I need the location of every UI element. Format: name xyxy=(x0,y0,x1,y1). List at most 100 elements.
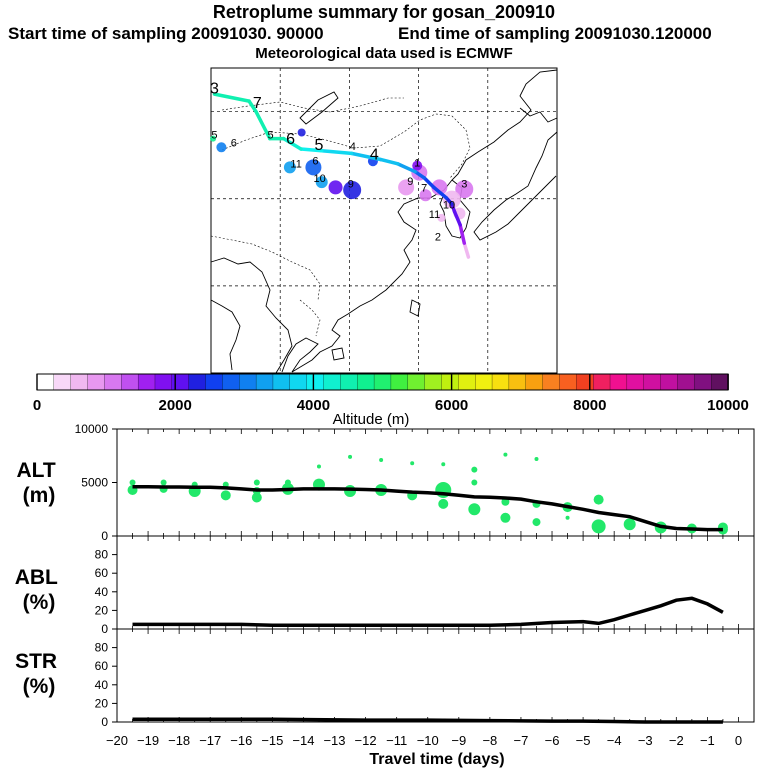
time-x-tick-label: −9 xyxy=(451,733,466,748)
colorbar-swatch xyxy=(53,373,72,391)
trajectory-segment xyxy=(452,210,462,227)
colorbar-ticks: 0 2000 4000 6000 8000 10000 xyxy=(33,374,749,414)
alt-particle-mark xyxy=(348,454,353,459)
colorbar-swatch xyxy=(525,373,544,391)
time-x-tick-label: −7 xyxy=(514,733,529,748)
alt-particle-mark xyxy=(623,518,636,531)
alt-particle-mark xyxy=(379,458,384,463)
time-x-axis-label: Travel time (days) xyxy=(369,751,504,768)
colorbar-swatch xyxy=(424,373,443,391)
trajectory-day-label: 6 xyxy=(231,137,237,149)
colorbar-tick-label: 2000 xyxy=(159,397,192,414)
colorbar-swatch xyxy=(542,373,561,391)
colorbar-swatch xyxy=(154,373,173,391)
plume-cluster xyxy=(455,180,474,199)
abl-y-tick-label: 60 xyxy=(95,566,109,580)
trajectory-day-label: 9 xyxy=(407,176,413,188)
abl-y-tick-label: 20 xyxy=(95,603,109,617)
abl-panel-title-line2: (%) xyxy=(23,591,56,614)
colorbar-tick-label: 8000 xyxy=(573,397,606,414)
alt-y-tick-label: 0 xyxy=(101,529,108,543)
trajectory-day-label: 11 xyxy=(429,209,440,221)
colorbar-swatch xyxy=(222,373,240,391)
alt-panel-title-line1: ALT xyxy=(16,459,55,482)
trajectory-day-label: 7 xyxy=(253,95,262,112)
str-panel: 0 20 40 60 80 STR (%) xyxy=(15,628,755,729)
trajectory-segment xyxy=(281,136,303,151)
plume-cluster xyxy=(437,213,446,222)
border-himalaya xyxy=(210,235,321,301)
abl-panel: 0 20 40 60 80 ABL (%) xyxy=(15,535,755,636)
alt-particle-mark xyxy=(253,479,260,486)
time-x-tick-label: −11 xyxy=(386,733,407,748)
alt-particle-mark xyxy=(251,492,262,503)
colorbar-swatch xyxy=(323,373,342,391)
coastlines xyxy=(210,69,558,374)
str-y-axis: 0 20 40 60 80 xyxy=(95,629,739,729)
alt-y-tick-label: 5000 xyxy=(81,476,108,490)
str-panel-title-line1: STR xyxy=(15,650,57,673)
trajectory-segment xyxy=(432,185,449,200)
coastline-taiwan xyxy=(409,299,421,317)
figure-title: Retroplume summary for gosan_200910 xyxy=(212,2,556,22)
trajectory-segment xyxy=(413,169,426,180)
colorbar-swatch xyxy=(121,373,139,391)
alt-panel: 0 5000 10000 ALT (m) xyxy=(16,422,755,543)
plume-cluster xyxy=(412,160,423,171)
alt-panel-frame xyxy=(116,428,755,537)
trajectory-day-label: 5 xyxy=(314,137,323,154)
end-time-label: End time of sampling 20091030.120000 xyxy=(398,24,712,43)
coastline-indochina xyxy=(281,337,319,373)
time-x-tick-label: −15 xyxy=(261,733,283,748)
trajectory-segment xyxy=(319,149,354,156)
str-mean-line xyxy=(132,717,723,724)
alt-particle-mark xyxy=(410,461,415,466)
trajectory-day-label: 10 xyxy=(443,199,455,211)
str-panel-frame xyxy=(116,628,755,723)
alt-particle-mark xyxy=(532,518,541,527)
plume-cluster xyxy=(398,179,415,196)
colorbar-tick-label: 10000 xyxy=(707,397,749,414)
border-indochina xyxy=(299,299,321,337)
coastline-japan xyxy=(473,131,558,241)
border-china-mongolia xyxy=(221,113,471,179)
trajectory-segment xyxy=(299,147,324,153)
time-x-tick-label: −8 xyxy=(482,733,497,748)
colorbar-swatch xyxy=(710,373,729,391)
abl-panel-frame xyxy=(116,535,755,630)
colorbar-swatch xyxy=(171,373,190,391)
trajectory-segment xyxy=(247,99,258,114)
colorbar-swatch xyxy=(306,373,325,391)
colorbar-swatch xyxy=(694,373,712,391)
country-borders xyxy=(210,97,471,337)
altitude-colorbar: 0 2000 4000 6000 8000 10000 Altitude (m) xyxy=(33,373,749,428)
abl-y-tick-label: 0 xyxy=(101,622,108,636)
alt-particle-mark xyxy=(471,479,478,486)
alt-particle-mark xyxy=(565,515,570,520)
alt-particle-mark xyxy=(160,479,167,486)
trajectory-day-label: 10 xyxy=(314,173,326,185)
abl-panel-title-line1: ABL xyxy=(15,566,58,589)
colorbar-swatch xyxy=(289,373,308,391)
time-x-tick-label: −19 xyxy=(137,733,159,748)
colorbar-swatch xyxy=(390,373,409,391)
colorbar-swatch xyxy=(104,373,123,391)
trajectory-day-label: 6 xyxy=(286,131,295,148)
time-x-tick-label: −13 xyxy=(323,733,345,748)
colorbar-swatch xyxy=(255,373,274,391)
alt-particle-mark xyxy=(344,485,357,498)
colorbar-swatch xyxy=(458,373,476,391)
abl-panel-title: ABL (%) xyxy=(15,566,64,614)
plume-cluster xyxy=(431,179,448,196)
colorbar-swatch xyxy=(593,373,611,391)
trajectory-segment xyxy=(212,92,251,103)
alt-particle-mark xyxy=(500,512,511,523)
alt-y-tick-label: 10000 xyxy=(75,422,109,436)
time-x-axis: −20 −19 −18 −17 −16 −15 −14 −13 −12 −11 −10 −9 −8 −7−… xyxy=(106,733,742,748)
plume-cluster xyxy=(419,189,432,202)
alt-particle-mark xyxy=(438,498,449,509)
str-y-tick-label: 20 xyxy=(95,696,109,710)
colorbar-label: Altitude (m) xyxy=(333,411,410,428)
